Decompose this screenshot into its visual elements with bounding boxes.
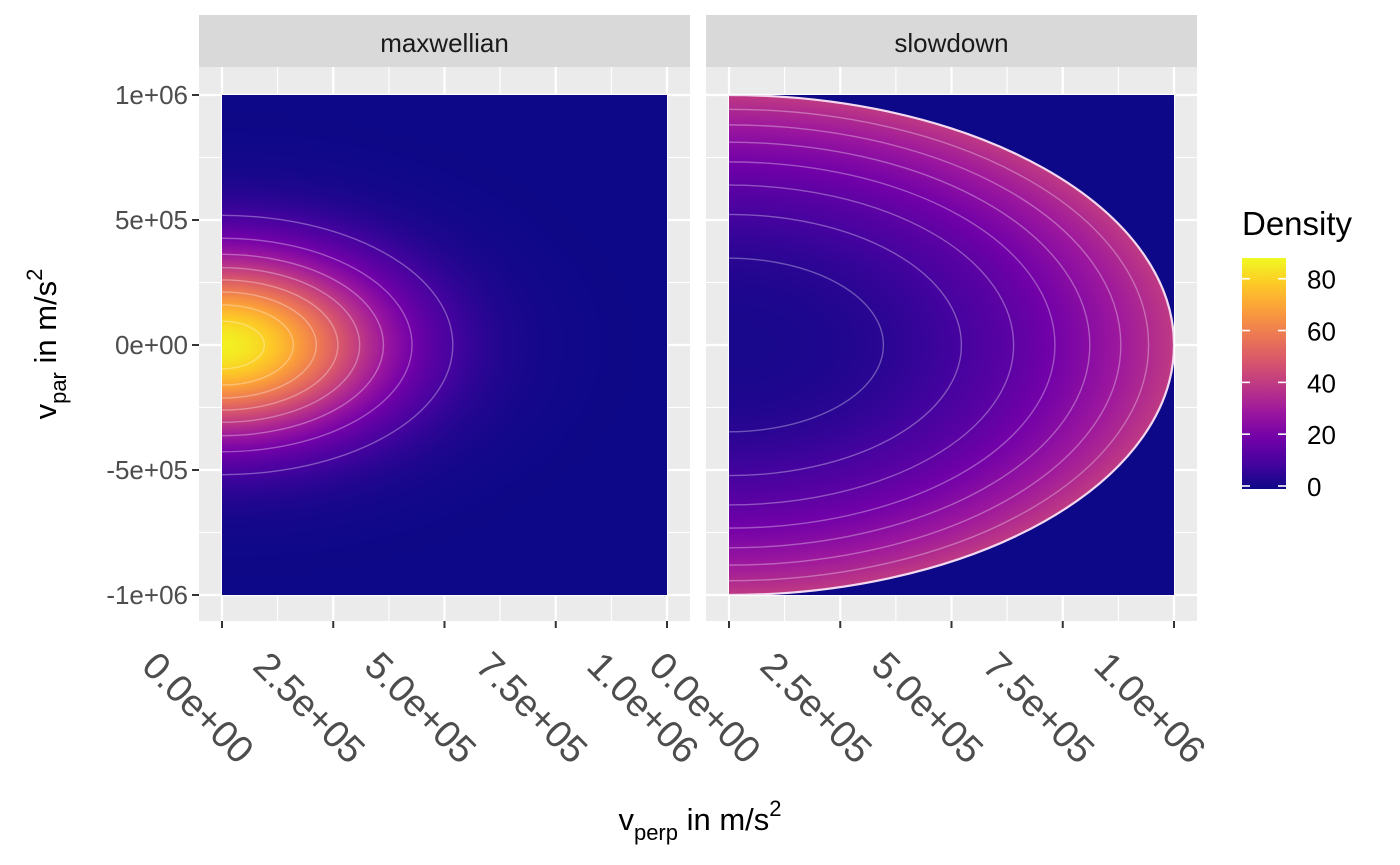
contour-line: [222, 291, 317, 399]
x-tick-label: 1.0e+06: [1086, 645, 1214, 773]
x-axis-title-main: v: [618, 802, 634, 837]
legend-tick-label: 40: [1307, 368, 1336, 398]
x-axis-title: vperp in m/s2: [618, 796, 781, 845]
x-axis-ticks: 0.0e+002.5e+055.0e+057.5e+051.0e+06: [134, 621, 706, 773]
contour-line: [222, 279, 339, 411]
legend-tick-label: 80: [1307, 265, 1336, 295]
x-axis-title-sup: 2: [769, 796, 781, 821]
heatmap-raster-slowdown: [729, 95, 1174, 595]
contour-line: [222, 266, 361, 424]
x-tick-label: 7.5e+05: [974, 645, 1102, 773]
legend-colorbar: [1242, 258, 1286, 489]
contour-line: [222, 304, 295, 386]
facet-strip-label: slowdown: [894, 28, 1008, 58]
contour-line: [222, 237, 413, 453]
svg-text:vpar in m/s2: vpar in m/s2: [22, 269, 71, 420]
x-tick-label: 2.5e+05: [752, 645, 880, 773]
x-tick-label: 5.0e+05: [356, 645, 484, 773]
y-tick-label: 5e+05: [115, 205, 188, 235]
y-tick-label: 1e+06: [115, 80, 188, 110]
x-tick-label: 5.0e+05: [863, 645, 991, 773]
x-tick-label: 2.5e+05: [245, 645, 373, 773]
x-axis-title-sub: perp: [634, 820, 678, 845]
y-tick-label: -5e+05: [106, 455, 188, 485]
y-axis-title-main: v: [28, 403, 63, 419]
contour-line: [729, 124, 1122, 566]
contour-line: [729, 213, 963, 477]
x-tick-label: 7.5e+05: [467, 645, 595, 773]
x-axis-ticks: 0.0e+002.5e+055.0e+057.5e+051.0e+06: [641, 621, 1214, 773]
contour-line: [729, 161, 1056, 529]
facet-panel-maxwellian: maxwellian 0.0e+002.5e+055.0e+057.5e+051.…: [134, 15, 706, 773]
y-tick-label: 0e+00: [115, 330, 188, 360]
contour-line: [729, 257, 885, 433]
svg-text:vperp in m/s2: vperp in m/s2: [618, 796, 781, 845]
contour-line: [729, 184, 1015, 506]
y-axis-title: vpar in m/s2: [22, 269, 71, 420]
facet-panels: maxwellian0.0e+002.5e+055.0e+057.5e+051.…: [106, 15, 1213, 772]
slowdown-boundary: [729, 95, 1174, 595]
contour-line: [729, 141, 1091, 549]
y-tick-label: -1e+06: [106, 580, 188, 610]
facet-strip: [706, 15, 1197, 67]
contour-line: [222, 320, 265, 370]
x-axis-title-rest: in m/s: [678, 802, 769, 837]
y-axis-title-sup: 2: [22, 269, 47, 281]
contour-line: [729, 108, 1150, 582]
y-axis-title-sub: par: [46, 372, 71, 404]
facet-strip-label: maxwellian: [380, 28, 509, 58]
heatmap-raster-maxwellian: [222, 95, 667, 595]
legend-tick-label: 60: [1307, 317, 1336, 347]
legend-tick-label: 0: [1307, 472, 1321, 502]
legend-title: Density: [1242, 205, 1353, 242]
y-axis-title-rest: in m/s: [28, 281, 63, 372]
facet-strip: [199, 15, 690, 67]
contour-line: [222, 253, 385, 437]
contour-line: [222, 214, 454, 476]
facet-panel-slowdown: slowdown 0.0e+002.5e+055.0e+057.5e+051.0e…: [641, 15, 1214, 773]
x-tick-label: 0.0e+00: [134, 645, 262, 773]
legend-tick-label: 20: [1307, 420, 1336, 450]
y-axis-ticks: 1e+06 5e+05 0e+00 -5e+05 -1e+06: [106, 80, 199, 610]
contour-lines: [222, 214, 454, 476]
legend: Density 80 60 40 20 0: [1242, 205, 1353, 502]
contour-lines: [729, 95, 1174, 595]
